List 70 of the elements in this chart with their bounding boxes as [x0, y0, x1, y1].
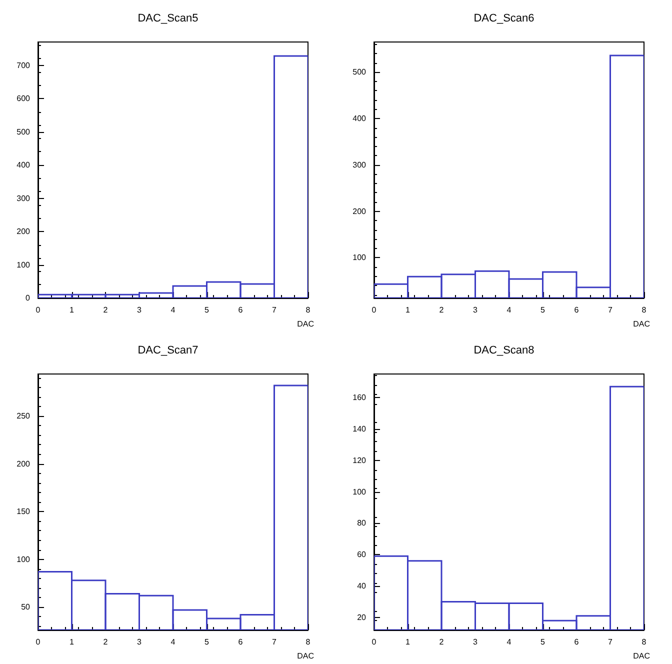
y-tick-label: 250 [16, 412, 31, 421]
x-tick-label: 8 [642, 638, 647, 646]
x-tick-label: 8 [306, 638, 311, 646]
x-tick-label: 2 [439, 306, 444, 314]
x-tick-label: 6 [574, 638, 580, 646]
x-tick-label: 6 [238, 306, 244, 314]
y-tick-label: 200 [16, 227, 31, 236]
x-tick-label: 3 [473, 306, 478, 314]
y-tick-label: 60 [357, 550, 367, 560]
x-tick-label: 4 [506, 306, 512, 314]
x-tick-label: 1 [406, 638, 411, 646]
y-tick-label: 40 [357, 582, 367, 591]
x-tick-label: 4 [170, 638, 176, 646]
y-tick-label: 50 [21, 602, 31, 612]
x-tick-label: 2 [103, 638, 108, 646]
y-tick-label: 150 [16, 507, 31, 516]
y-tick-label: 100 [352, 253, 367, 262]
x-tick-label: 7 [608, 306, 614, 314]
y-tick-label: 400 [352, 114, 367, 124]
x-tick-label: 7 [272, 306, 278, 314]
x-tick-label: 6 [574, 306, 580, 314]
x-tick-label: 0 [36, 638, 41, 646]
x-tick-label: 4 [170, 306, 176, 314]
x-tick-label: 8 [642, 306, 647, 314]
x-tick-label: 2 [439, 638, 444, 646]
x-axis-title: DAC [297, 652, 314, 660]
x-axis-title: DAC [633, 320, 650, 328]
y-tick-label: 400 [16, 160, 31, 170]
chart-title: DAC_Scan7 [138, 344, 198, 356]
y-tick-label: 200 [352, 206, 367, 216]
x-tick-label: 3 [137, 306, 142, 314]
x-tick-label: 5 [204, 638, 210, 646]
y-tick-label: 500 [16, 127, 31, 136]
y-tick-label: 20 [357, 612, 367, 622]
x-tick-label: 3 [137, 638, 142, 646]
x-tick-label: 0 [372, 638, 377, 646]
chart-title: DAC_Scan6 [474, 12, 534, 24]
x-tick-label: 7 [608, 638, 614, 646]
y-tick-label: 100 [16, 260, 31, 270]
x-tick-label: 0 [36, 306, 41, 314]
y-tick-label: 140 [352, 424, 367, 434]
x-tick-label: 3 [473, 638, 478, 646]
y-tick-label: 200 [16, 459, 31, 468]
y-tick-label: 120 [352, 456, 367, 465]
x-tick-label: 0 [372, 306, 377, 314]
y-tick-label: 300 [16, 194, 31, 203]
x-tick-label: 5 [204, 306, 210, 314]
x-tick-label: 8 [306, 306, 311, 314]
x-tick-label: 2 [103, 306, 108, 314]
chart-title: DAC_Scan8 [474, 344, 534, 356]
y-tick-label: 0 [26, 294, 31, 302]
x-tick-label: 6 [238, 638, 244, 646]
y-tick-label: 700 [16, 60, 31, 70]
y-tick-label: 600 [16, 94, 31, 104]
y-tick-label: 100 [352, 487, 367, 496]
x-tick-label: 1 [70, 638, 75, 646]
x-tick-label: 1 [70, 306, 75, 314]
y-tick-label: 80 [357, 518, 367, 528]
chart-title: DAC_Scan5 [138, 12, 198, 24]
x-tick-label: 5 [540, 638, 546, 646]
x-axis-title: DAC [633, 652, 650, 660]
x-axis-title: DAC [297, 320, 314, 328]
y-tick-label: 500 [352, 68, 367, 77]
y-tick-label: 160 [352, 393, 367, 402]
y-tick-label: 100 [16, 554, 31, 564]
x-tick-label: 1 [406, 306, 411, 314]
x-tick-label: 4 [506, 638, 512, 646]
y-tick-label: 300 [352, 160, 367, 170]
x-tick-label: 7 [272, 638, 278, 646]
x-tick-label: 5 [540, 306, 546, 314]
